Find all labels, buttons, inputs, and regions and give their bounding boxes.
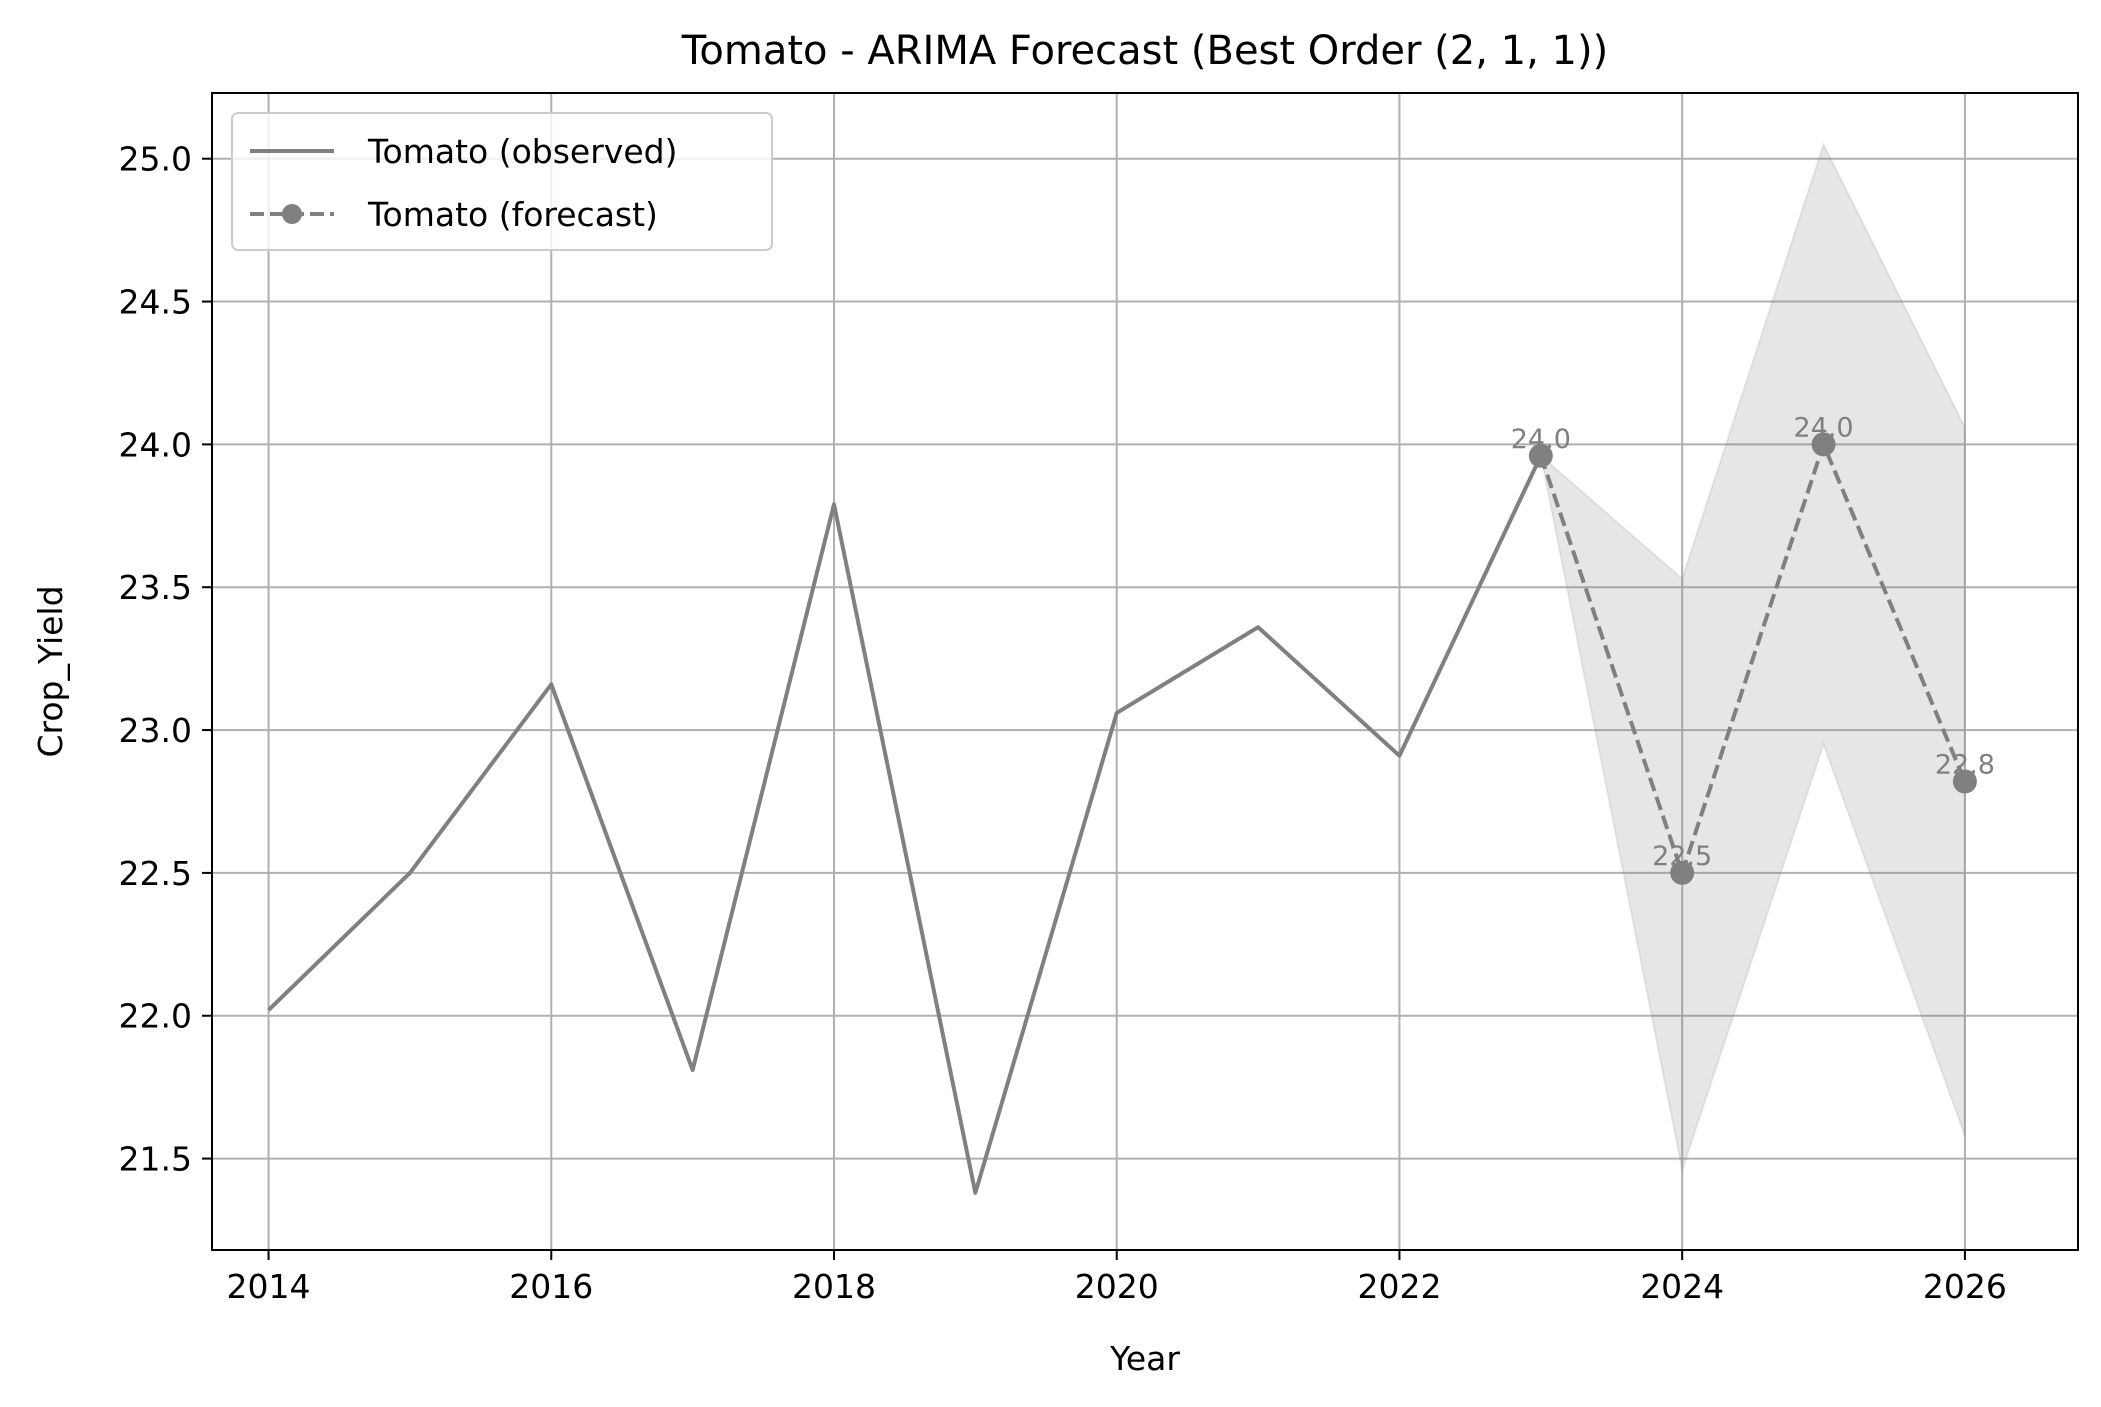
legend-box: [231, 112, 773, 251]
forecast-data-label: 24.0: [1793, 412, 1853, 443]
y-tick-label: 22.5: [119, 854, 192, 893]
series-forecast-line: [1538, 438, 1967, 880]
x-tick-label: 2026: [1923, 1267, 2007, 1306]
grid: [212, 93, 2078, 1250]
y-tick-label: 24.0: [119, 425, 192, 464]
legend-forecast-marker: [282, 204, 302, 224]
x-tick-label: 2022: [1357, 1267, 1441, 1306]
forecast-point: [1952, 769, 1977, 794]
x-tick-label: 2016: [509, 1267, 593, 1306]
y-tick-label: 24.5: [119, 283, 192, 322]
x-tick-label: 2020: [1075, 1267, 1159, 1306]
series-observed-line: [267, 454, 1543, 1195]
legend-entry-observed: Tomato (observed): [367, 132, 677, 171]
y-tick-label: 22.0: [119, 997, 192, 1036]
forecast-data-label: 24.0: [1511, 424, 1571, 455]
forecast-point: [1670, 860, 1695, 885]
forecast-point: [1528, 443, 1553, 468]
y-tick-label: 23.5: [119, 568, 192, 607]
chart-title: Tomato - ARIMA Forecast (Best Order (2, …: [681, 28, 1608, 74]
x-tick-label: 2014: [227, 1267, 311, 1306]
plot-frame: [211, 92, 2079, 1251]
y-tick-label: 21.5: [119, 1140, 192, 1179]
x-axis-label: Year: [1109, 1339, 1180, 1378]
forecast-point: [1811, 432, 1836, 457]
y-tick-label: 23.0: [119, 711, 192, 750]
x-tick-label: 2024: [1640, 1267, 1724, 1306]
y-tick-label: 25.0: [119, 140, 192, 179]
data-label-layer: 24.0 22.5 24.0 22.8: [1511, 412, 1995, 872]
legend-entry-forecast: Tomato (forecast): [367, 195, 658, 234]
ticks: 2014 2016 2018 2020 2022 2024 2026 21.5 22.0 22.5…: [119, 140, 2007, 1306]
forecast-data-label: 22.5: [1652, 841, 1712, 872]
y-axis-label: Crop_Yield: [31, 585, 70, 757]
legend: Tomato (observed) Tomato (forecast): [231, 112, 773, 251]
series-layer: [267, 432, 1977, 1195]
forecast-data-label: 22.8: [1935, 749, 1995, 780]
x-tick-label: 2018: [792, 1267, 876, 1306]
